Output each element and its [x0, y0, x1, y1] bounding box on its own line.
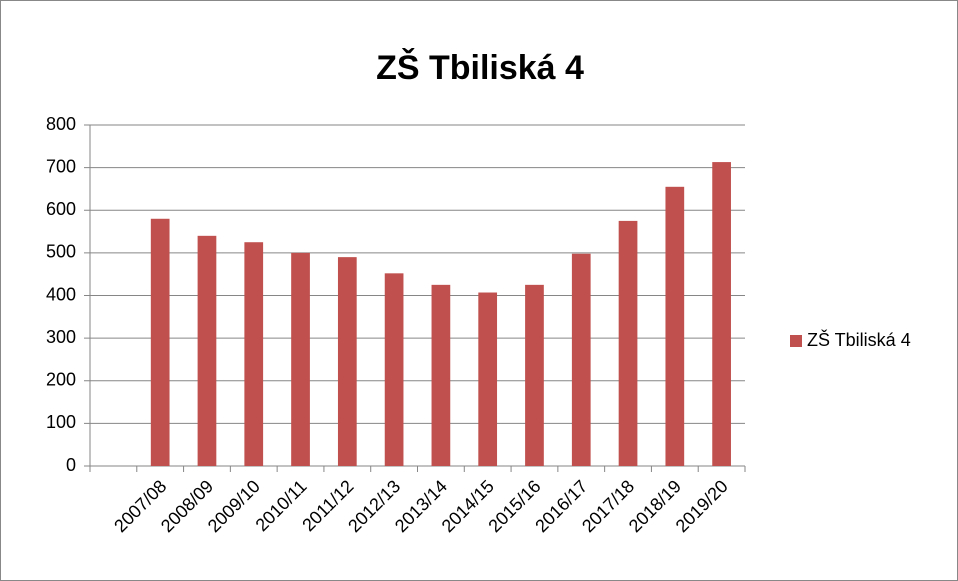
y-tick-label: 700 [46, 156, 76, 176]
bar [665, 186, 685, 466]
y-tick-label: 200 [46, 370, 76, 390]
bar [197, 235, 217, 466]
y-tick-label: 500 [46, 242, 76, 262]
legend-swatch [790, 335, 802, 347]
bar [337, 257, 357, 466]
legend-label: ZŠ Tbiliská 4 [807, 329, 911, 350]
bar [712, 162, 731, 467]
bar [478, 292, 498, 466]
bar [291, 252, 310, 466]
bar [618, 220, 638, 466]
bar [150, 218, 170, 466]
bar [384, 273, 404, 466]
y-tick-label: 400 [46, 284, 76, 304]
bar [571, 253, 591, 466]
y-tick-label: 300 [46, 327, 76, 347]
y-tick-label: 600 [46, 199, 76, 219]
bar [525, 284, 544, 466]
chart-title: ZŠ Tbiliská 4 [376, 48, 584, 87]
y-tick-label: 100 [46, 412, 76, 432]
y-tick-label: 0 [66, 455, 76, 475]
bar [244, 242, 264, 466]
y-tick-label: 800 [46, 114, 76, 134]
bar [431, 284, 451, 466]
